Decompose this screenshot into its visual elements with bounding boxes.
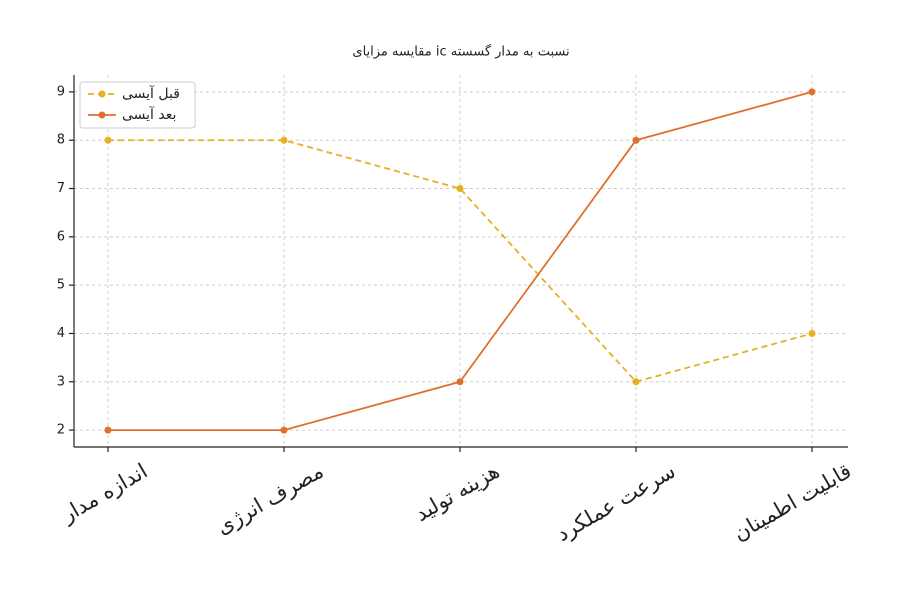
- legend-label: قبل آیسی: [122, 85, 180, 102]
- data-point: [632, 136, 640, 144]
- x-tick-label: اندازه مدار: [57, 459, 152, 528]
- data-point: [104, 136, 112, 144]
- data-point: [808, 329, 816, 337]
- y-tick-label: 9: [57, 84, 65, 99]
- x-tick-label: سرعت عملکرد: [552, 459, 679, 546]
- x-tick-label: مصرف انرژی: [212, 459, 327, 539]
- legend-marker: [98, 111, 106, 119]
- data-point: [456, 378, 464, 386]
- chart-title: مقایسه مزایای ic نسبت به مدار گسسته: [352, 44, 569, 60]
- data-point: [632, 378, 640, 386]
- data-point: [456, 185, 464, 193]
- data-point: [280, 426, 288, 434]
- y-tick-label: 4: [57, 326, 65, 341]
- legend-marker: [98, 90, 106, 98]
- data-point: [104, 426, 112, 434]
- series-line: [108, 139, 813, 383]
- legend-label: بعد آیسی: [122, 106, 176, 123]
- y-tick-label: 8: [57, 133, 65, 148]
- y-tick-label: 7: [57, 181, 65, 196]
- y-tick-label: 6: [57, 229, 65, 244]
- data-point: [280, 136, 288, 144]
- data-point: [808, 88, 816, 96]
- y-tick-label: 2: [57, 423, 65, 438]
- x-tick-label: قابلیت اطمینان: [729, 459, 855, 546]
- x-tick-label: هزینه تولید: [411, 459, 504, 526]
- y-tick-label: 3: [57, 374, 65, 389]
- y-tick-label: 5: [57, 278, 65, 293]
